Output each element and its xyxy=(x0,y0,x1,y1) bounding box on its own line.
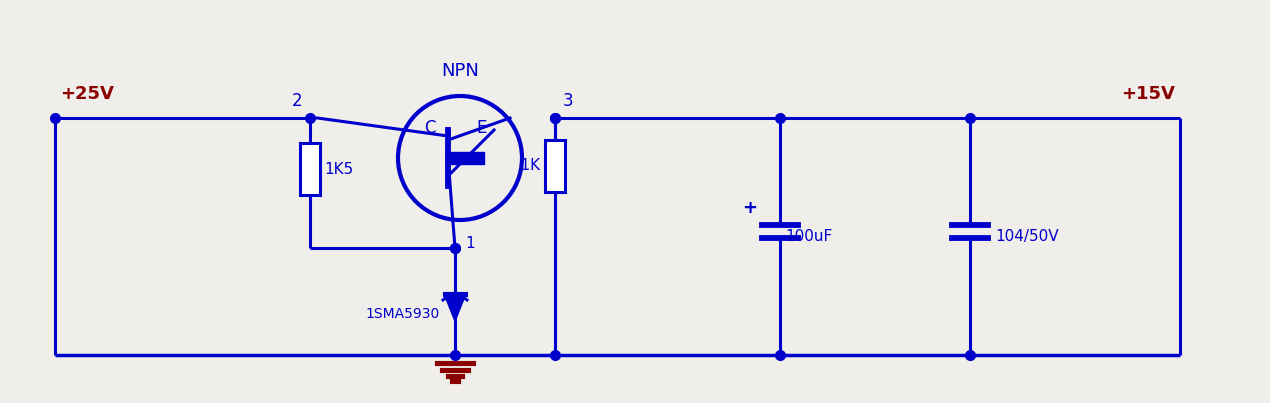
Text: 2: 2 xyxy=(291,92,302,110)
Text: 1: 1 xyxy=(465,235,475,251)
FancyBboxPatch shape xyxy=(300,143,320,195)
FancyBboxPatch shape xyxy=(545,140,565,192)
FancyBboxPatch shape xyxy=(446,152,484,164)
Text: +25V: +25V xyxy=(60,85,114,103)
Text: E: E xyxy=(476,119,488,137)
Text: 1SMA5930: 1SMA5930 xyxy=(366,307,439,322)
Text: +: + xyxy=(743,199,757,217)
Polygon shape xyxy=(444,294,465,319)
Text: NPN: NPN xyxy=(441,62,479,80)
Text: 3: 3 xyxy=(563,92,574,110)
Text: +15V: +15V xyxy=(1121,85,1175,103)
Text: 5.1K: 5.1K xyxy=(507,158,541,174)
Ellipse shape xyxy=(398,96,522,220)
Text: C: C xyxy=(424,119,436,137)
Text: 100uF: 100uF xyxy=(785,229,832,244)
Text: 104/50V: 104/50V xyxy=(994,229,1059,244)
Text: 1K5: 1K5 xyxy=(324,162,353,177)
